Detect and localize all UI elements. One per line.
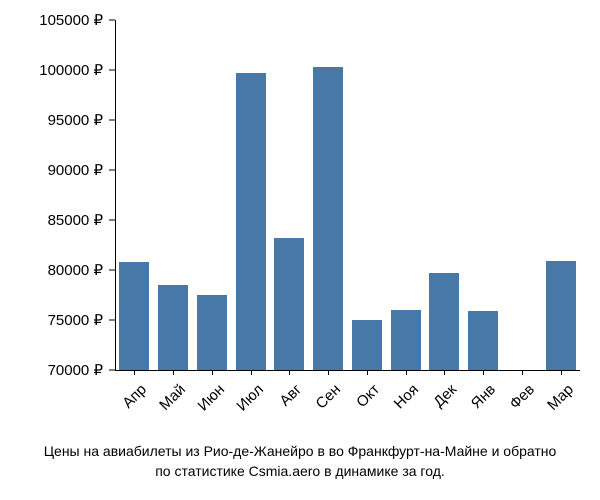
y-tick-label: 100000 ₽ (39, 61, 103, 79)
x-axis-labels: АпрМайИюнИюл АвгСен ОктНоя ДекЯнвФевМар (115, 375, 580, 435)
price-chart: 70000 ₽ 75000 ₽ 80000 ₽ 85000 ₽ 90000 ₽ 95000… (0, 0, 600, 500)
bar (158, 285, 188, 370)
x-tick-label: Дек (431, 381, 461, 411)
x-tick-mark (522, 370, 523, 375)
bar (313, 67, 343, 370)
x-tick-mark (289, 370, 290, 375)
x-tick-label: Апр (120, 381, 151, 412)
x-tick-label: Фев (506, 381, 538, 413)
x-tick-mark (483, 370, 484, 375)
bar (391, 310, 421, 370)
x-tick-mark (212, 370, 213, 375)
x-tick-label: Июн (194, 381, 227, 414)
x-tick-label: Ноя (390, 381, 421, 412)
y-tick-label: 80000 ₽ (48, 261, 103, 279)
x-tick-mark (251, 370, 252, 375)
x-tick-label: Сен (313, 381, 344, 412)
x-tick-label: Июл (233, 381, 267, 415)
x-tick-mark (173, 370, 174, 375)
x-tick-mark (444, 370, 445, 375)
y-tick-label: 85000 ₽ (48, 211, 103, 229)
caption-line-2: по статистике Csmia.aero в динамике за г… (0, 463, 600, 479)
y-tick-label: 105000 ₽ (39, 11, 103, 29)
plot-area (115, 20, 580, 370)
caption-line-1: Цены на авиабилеты из Рио-де-Жанейро в в… (0, 443, 600, 459)
y-tick-label: 90000 ₽ (48, 161, 103, 179)
x-tick-label: Май (156, 381, 189, 414)
bars-group (115, 20, 580, 370)
y-tick-label: 70000 ₽ (48, 361, 103, 379)
bar (274, 238, 304, 370)
x-tick-mark (134, 370, 135, 375)
bar (236, 73, 266, 370)
bar (546, 261, 576, 370)
bar (352, 320, 382, 370)
x-tick-label: Мар (544, 381, 577, 414)
x-tick-mark (561, 370, 562, 375)
x-tick-mark (367, 370, 368, 375)
bar (197, 295, 227, 370)
x-tick-label: Авг (277, 381, 306, 410)
x-axis-line (115, 370, 580, 371)
y-tick-label: 75000 ₽ (48, 311, 103, 329)
x-tick-label: Окт (353, 381, 383, 411)
x-tick-label: Янв (468, 381, 499, 412)
bar (429, 273, 459, 370)
y-axis: 70000 ₽75000 ₽80000 ₽85000 ₽90000 ₽95000… (0, 20, 115, 370)
x-tick-mark (328, 370, 329, 375)
y-tick-label: 95000 ₽ (48, 111, 103, 129)
bar (119, 262, 149, 370)
x-tick-mark (406, 370, 407, 375)
bar (468, 311, 498, 370)
